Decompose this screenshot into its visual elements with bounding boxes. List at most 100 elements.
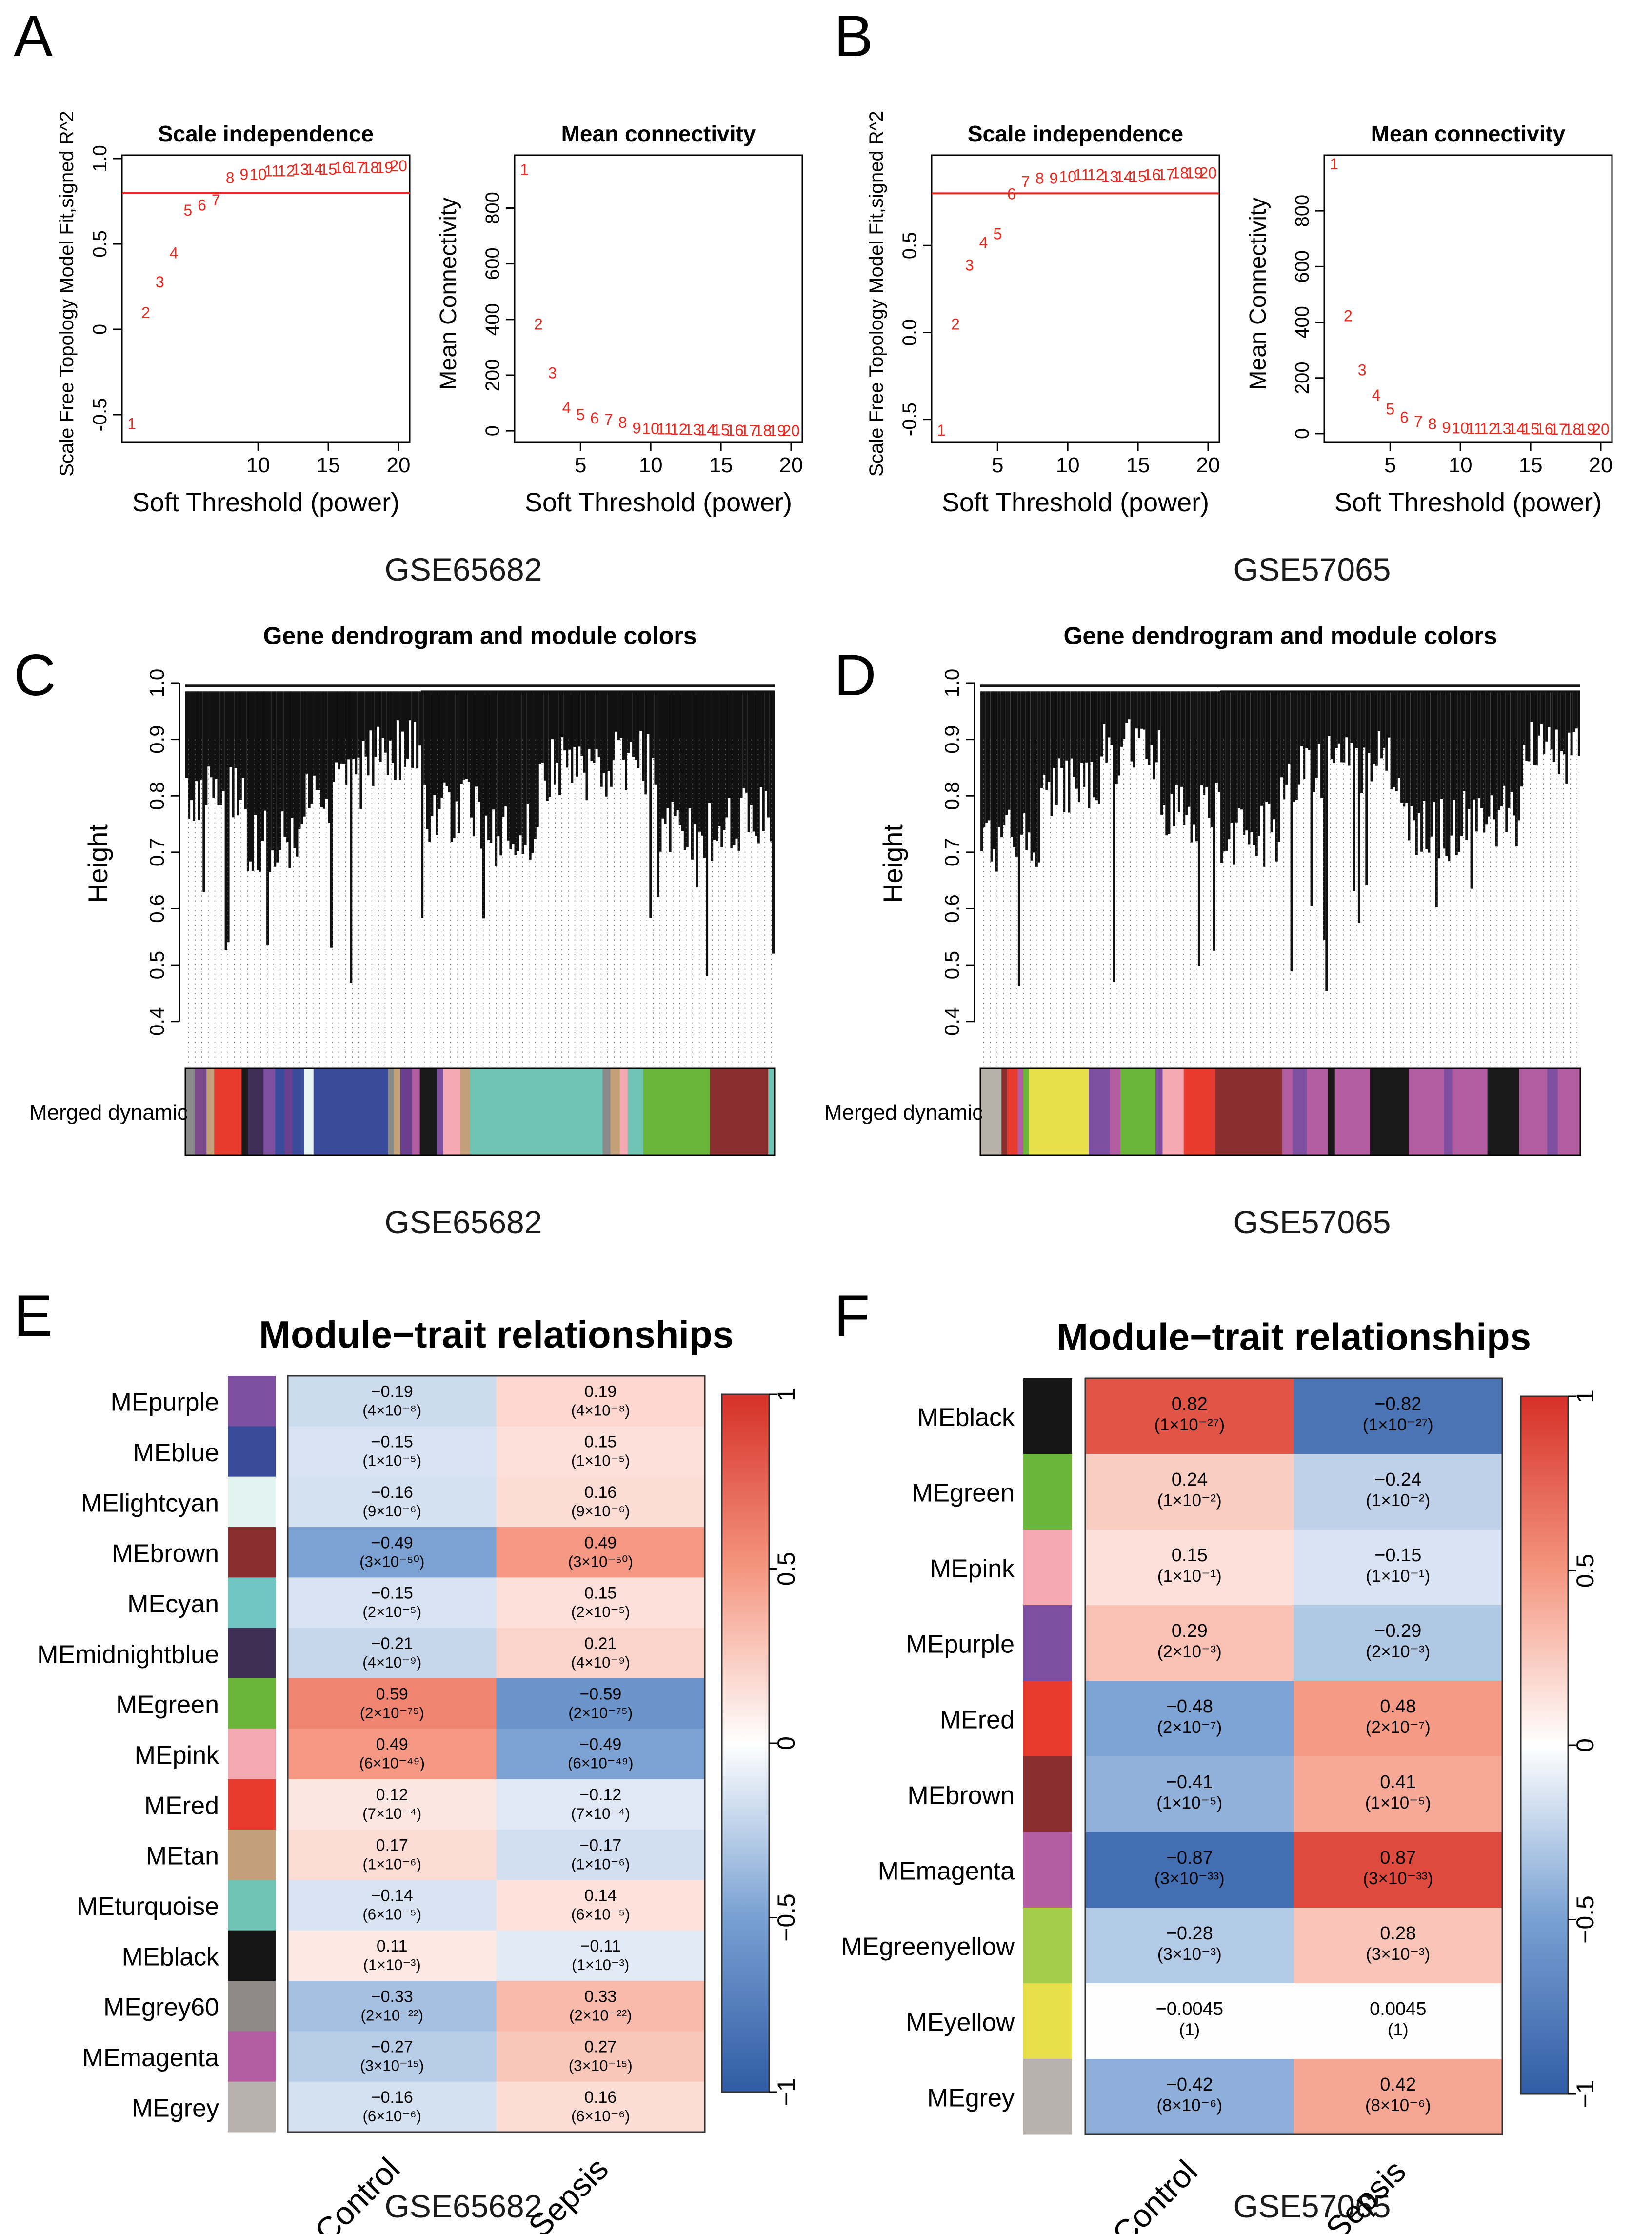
cell-pvalue: (2×10⁻⁷) (1366, 1718, 1431, 1737)
y-tick-label: 0.7 (145, 838, 168, 866)
y-tick-label: 0.9 (145, 725, 168, 753)
data-point-label: 12 (1480, 420, 1497, 437)
module-swatch (1023, 1378, 1072, 1454)
cell-pvalue: (1×10⁻³) (363, 1956, 421, 1973)
data-point-label: 5 (1386, 400, 1394, 418)
module-color-segment (185, 1068, 195, 1155)
cell-pvalue: (7×10⁻⁴) (571, 1805, 630, 1822)
module-swatch (1023, 1605, 1072, 1681)
module-color-segment (313, 1068, 388, 1155)
data-point-label: 14 (1508, 420, 1525, 438)
panel-letter-f: F (834, 1283, 870, 1348)
data-point-label: 11 (1466, 420, 1482, 437)
cell-pvalue: (3×10⁻¹⁵) (360, 2057, 424, 2074)
y-axis-label: Mean Connectivity (436, 198, 461, 390)
cell-pvalue: (1×10⁻²) (1366, 1491, 1430, 1510)
cell-value: 0.49 (584, 1533, 617, 1552)
cell-value: −0.59 (579, 1685, 621, 1703)
heatmap-cell (496, 1930, 705, 1981)
x-tick-label: 15 (709, 453, 733, 477)
data-point-label: 19 (1185, 164, 1203, 182)
cell-pvalue: (1×10⁻¹) (1366, 1567, 1430, 1586)
cell-value: 0.12 (376, 1786, 408, 1804)
y-axis-label: Scale Free Topology Model Fit,signed R^2 (56, 111, 78, 477)
module-color-segment (1007, 1068, 1018, 1155)
cell-value: −0.82 (1374, 1394, 1421, 1414)
data-point-label: 17 (1550, 421, 1568, 438)
cell-value: −0.15 (371, 1433, 413, 1451)
data-point-label: 5 (993, 225, 1002, 242)
module-color-segment (1023, 1068, 1029, 1155)
heatmap-cell (1294, 1983, 1503, 2059)
data-point-label: 6 (1007, 185, 1016, 202)
data-point-label: 2 (1344, 307, 1353, 324)
heatmap-cell (288, 2081, 497, 2133)
x-tick-label: 5 (1384, 453, 1396, 477)
data-point-label: 18 (1564, 421, 1582, 438)
cell-pvalue: (6×10⁻⁴⁹) (568, 1755, 634, 1772)
module-color-segment (419, 1068, 438, 1155)
module-color-segment (470, 1068, 603, 1155)
heatmap-cell (1085, 1454, 1294, 1530)
module-color-segment (1307, 1068, 1328, 1155)
legend-tick-label: 0 (1572, 1738, 1599, 1752)
cell-pvalue: (1) (1388, 2020, 1409, 2039)
cell-value: −0.11 (580, 1937, 621, 1955)
cell-value: 0.0045 (1370, 1999, 1426, 2019)
data-point-label: 7 (1414, 413, 1423, 430)
module-color-segment (1120, 1068, 1156, 1155)
panel-letter-a: A (14, 3, 53, 69)
heatmap-cell (1085, 1756, 1294, 1832)
heatmap-cell (496, 1981, 705, 2032)
heatmap-cell (496, 2031, 705, 2082)
data-point-label: 10 (1059, 168, 1076, 185)
module-color-segment (1162, 1068, 1184, 1155)
x-tick-label: 20 (779, 453, 803, 477)
module-color-segment (1519, 1068, 1548, 1155)
data-point-label: 11 (657, 421, 673, 438)
cell-value: 0.87 (1380, 1848, 1416, 1868)
module-swatch (228, 1476, 276, 1528)
row-label: MEpink (135, 1741, 219, 1770)
cell-value: 0.15 (584, 1584, 617, 1603)
heatmap-cell (288, 1577, 497, 1629)
data-point-label: 12 (670, 421, 688, 438)
heatmap-cell (288, 2031, 497, 2082)
heatmap-cell (288, 1426, 497, 1477)
cell-value: 0.16 (584, 1483, 617, 1502)
data-point-label: 1 (127, 415, 136, 433)
x-axis-label: Soft Threshold (power) (525, 488, 792, 517)
cell-value: −0.15 (1374, 1545, 1421, 1566)
legend-tick-label: 0.5 (1572, 1554, 1599, 1588)
row-label: MEmagenta (878, 1857, 1015, 1886)
heatmap-cell (1085, 1605, 1294, 1681)
cell-pvalue: (1×10⁻²⁷) (1154, 1415, 1225, 1434)
module-swatch (1023, 1530, 1072, 1606)
module-color-segment (394, 1068, 401, 1155)
data-point-label: 15 (712, 421, 730, 439)
module-color-segment (1155, 1068, 1163, 1155)
legend-tick-label: 1 (1572, 1389, 1599, 1403)
heatmap-cell (1294, 1908, 1503, 1984)
legend-tick-label: −1 (773, 2078, 800, 2106)
cell-pvalue: (3×10⁻⁵⁰) (568, 1553, 633, 1570)
data-point-label: 18 (1172, 164, 1189, 182)
heatmap-cell (496, 1577, 705, 1629)
plot-frame (121, 154, 411, 443)
heatmap-cell (288, 1930, 497, 1981)
module-swatch (1023, 1983, 1072, 2059)
row-label: MEpurple (110, 1389, 219, 1417)
module-color-segment (1089, 1068, 1110, 1155)
cell-value: 0.16 (584, 2088, 617, 2107)
heatmap-cell (496, 1729, 705, 1780)
module-color-segment (1029, 1068, 1089, 1155)
cell-value: 0.15 (1172, 1545, 1208, 1566)
module-color-segment (387, 1068, 395, 1155)
cell-pvalue: (3×10⁻³³) (1363, 1869, 1433, 1888)
y-axis-label: Height (877, 824, 908, 903)
module-color-segment (980, 1068, 1002, 1155)
cell-value: 0.17 (376, 1836, 408, 1854)
cell-value: 0.14 (584, 1887, 617, 1905)
